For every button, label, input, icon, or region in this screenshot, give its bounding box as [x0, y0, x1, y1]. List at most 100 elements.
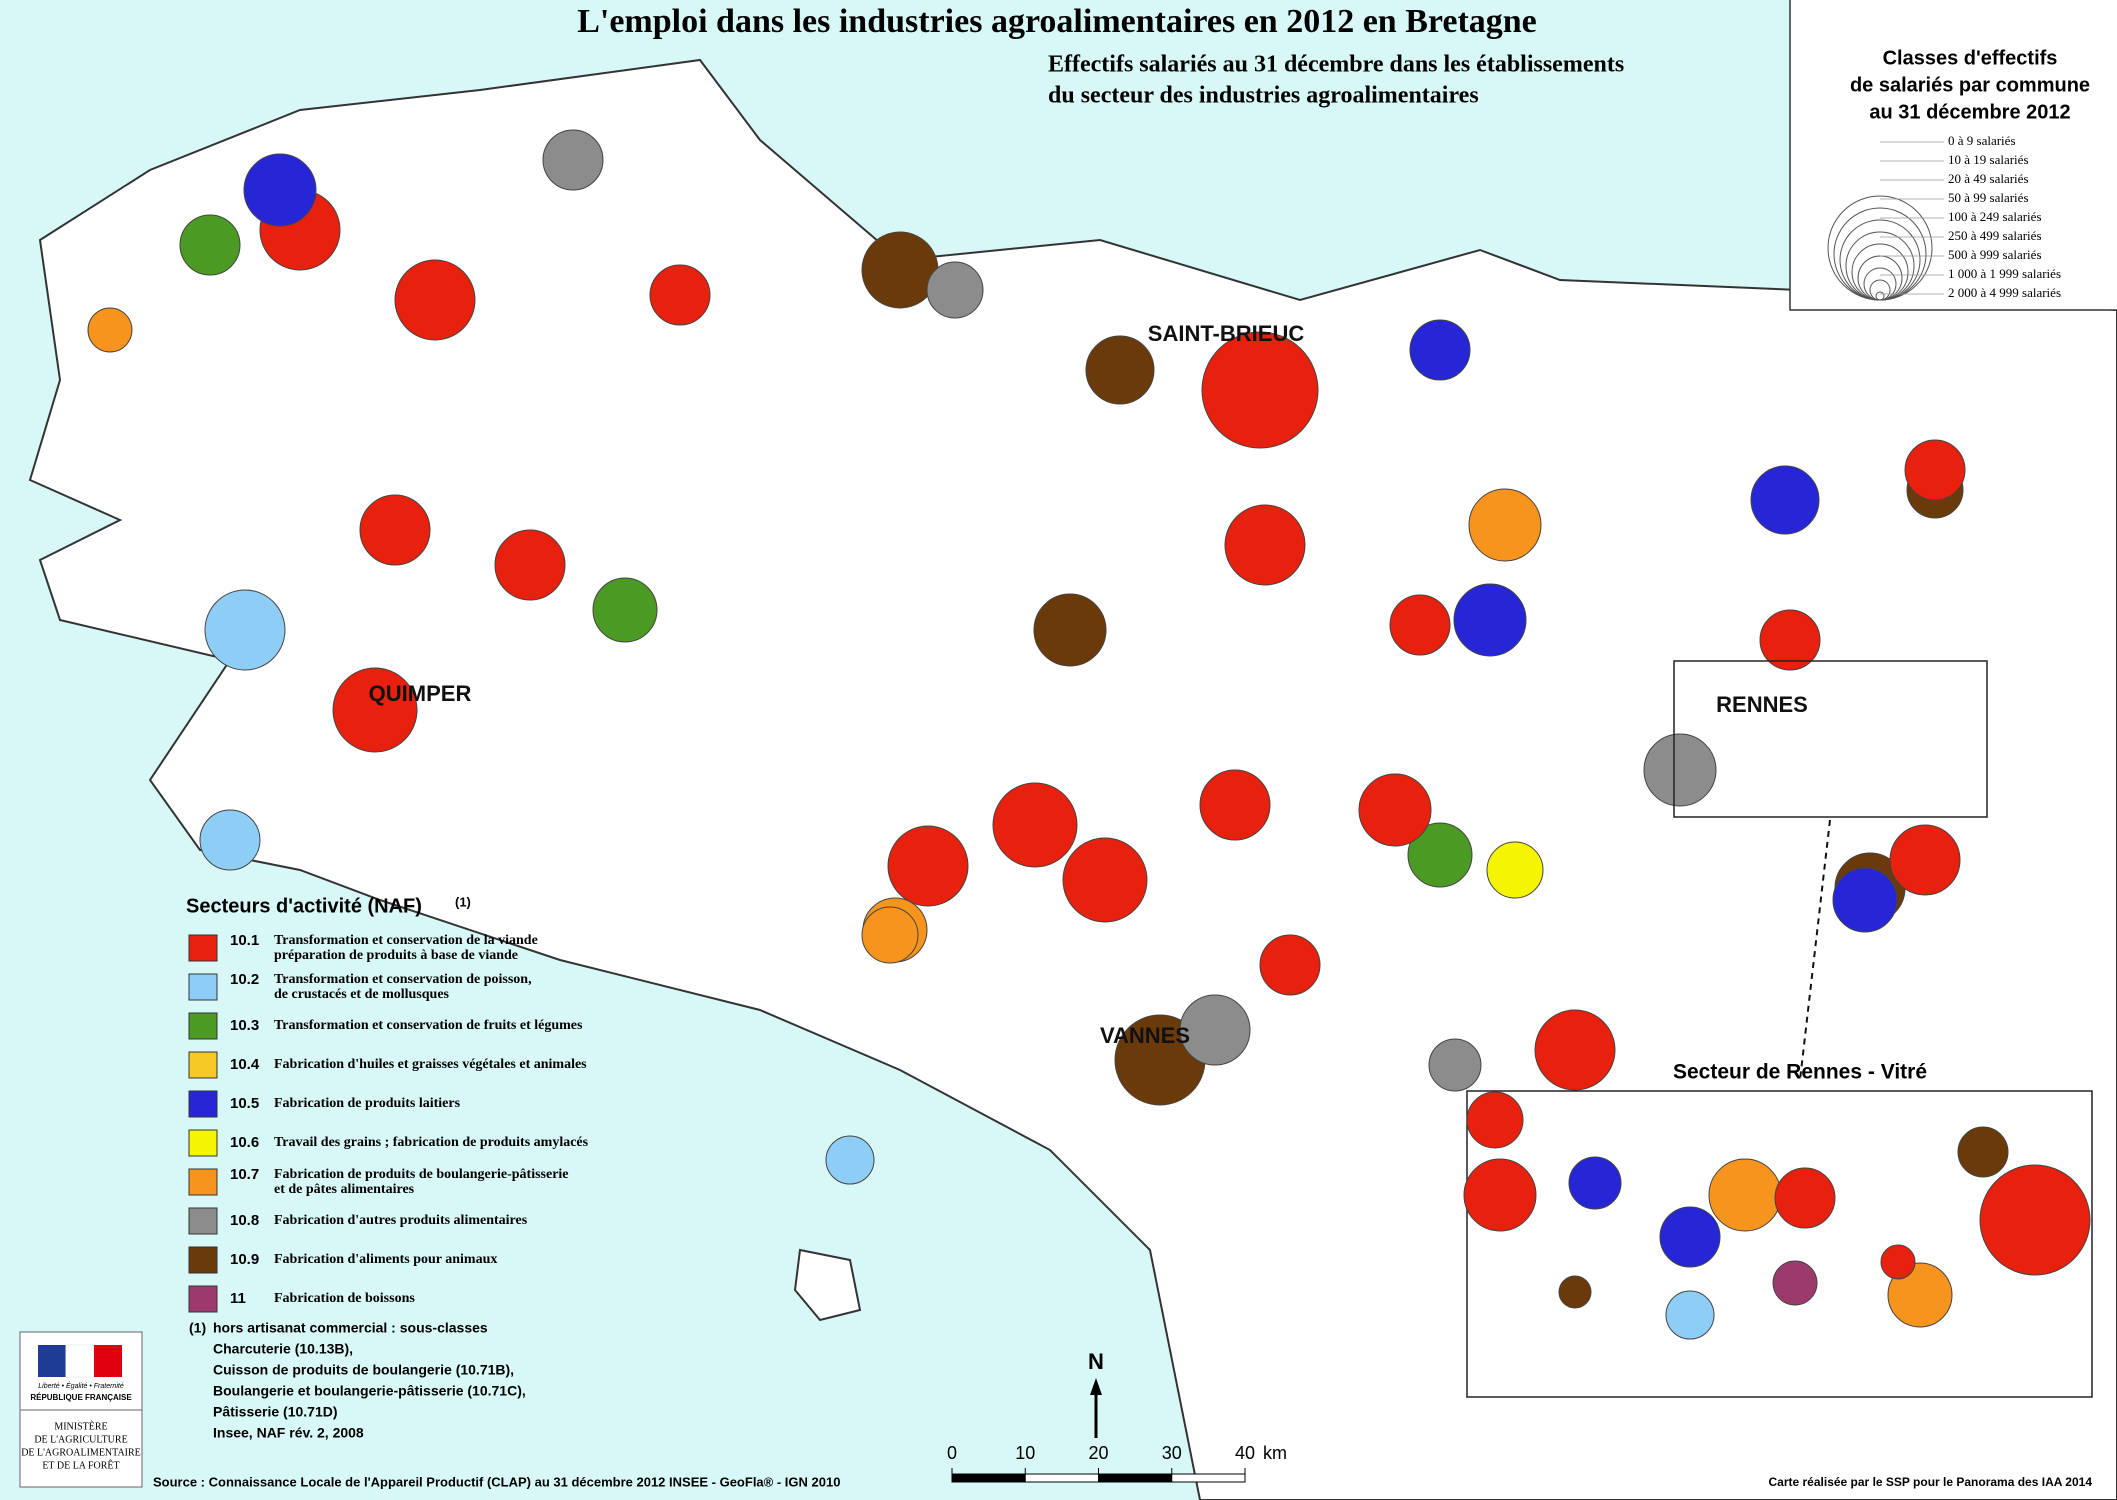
- symbol: [1358, 773, 1432, 847]
- symbol: [1468, 488, 1542, 562]
- footnote-line: Insee, NAF rév. 2, 2008: [213, 1425, 364, 1441]
- size-circle: [1875, 291, 1885, 301]
- sector-label: Fabrication d'autres produits alimentair…: [274, 1213, 528, 1228]
- sector-label: Fabrication de produits laitiers: [274, 1096, 461, 1111]
- inset-frame-marker: [1673, 660, 1988, 818]
- symbol: [1558, 1275, 1592, 1309]
- sector-swatch: [188, 1012, 218, 1040]
- size-class-label: 0 à 9 salariés: [1948, 133, 2016, 148]
- source: Source : Connaissance Locale de l'Appare…: [153, 1474, 840, 1489]
- sector-code: 10.8: [230, 1212, 259, 1229]
- sector-label: Fabrication de boissons: [274, 1291, 415, 1306]
- footnote-line: Charcuterie (10.13B),: [213, 1341, 353, 1357]
- footnote-line: Boulangerie et boulangerie-pâtisserie (1…: [213, 1383, 526, 1399]
- size-class-label: 500 à 999 salariés: [1948, 247, 2042, 262]
- symbol: [1463, 1158, 1537, 1232]
- symbol: [1904, 439, 1966, 501]
- city-label: VANNES: [1100, 1023, 1190, 1048]
- size-class-label: 10 à 19 salariés: [1948, 152, 2029, 167]
- footnote-line: Cuisson de produits de boulangerie (10.7…: [213, 1362, 514, 1378]
- size-legend-title: Classes d'effectifs: [1883, 47, 2058, 69]
- scale-label: 0: [947, 1443, 957, 1463]
- scale-label: 10: [1015, 1443, 1035, 1463]
- sector-swatch: [188, 1129, 218, 1157]
- scale-segment: [1024, 1473, 1099, 1483]
- sector-label: préparation de produits à base de viande: [274, 948, 518, 963]
- city-label: RENNES: [1716, 692, 1808, 717]
- title: L'emploi dans les industries agroaliment…: [577, 3, 1537, 40]
- symbol: [861, 231, 939, 309]
- size-class-label: 250 à 499 salariés: [1948, 228, 2042, 243]
- symbol: [825, 1135, 875, 1185]
- size-class-label: 20 à 49 salariés: [1948, 171, 2029, 186]
- commune-symbols: [87, 129, 1966, 1185]
- symbol: [1409, 319, 1471, 381]
- logo-flag: [38, 1345, 66, 1377]
- footnote-line: Pâtisserie (10.71D): [213, 1404, 338, 1420]
- city-label: SAINT-BRIEUC: [1148, 321, 1305, 346]
- symbol: [992, 782, 1078, 868]
- symbol: [1534, 1009, 1616, 1091]
- size-legend-box: [1789, 0, 2117, 311]
- symbol: [1643, 733, 1717, 807]
- sector-label: Fabrication d'aliments pour animaux: [274, 1252, 497, 1267]
- scale-label: 20: [1088, 1443, 1108, 1463]
- symbol: [1759, 609, 1821, 671]
- symbol: [1199, 769, 1271, 841]
- symbol: [1224, 504, 1306, 586]
- symbol: [1259, 934, 1321, 996]
- sector-label: Transformation et conservation de fruits…: [274, 1018, 583, 1033]
- symbol: [332, 667, 418, 753]
- footnote-marker: (1): [189, 1320, 206, 1336]
- island: [793, 1248, 862, 1322]
- sector-swatch: [188, 1051, 218, 1079]
- credit: Carte réalisée par le SSP pour le Panora…: [1769, 1475, 2093, 1489]
- sector-code: 10.2: [230, 971, 259, 988]
- symbol: [1466, 1091, 1524, 1149]
- size-legend-title: de salariés par commune: [1850, 74, 2090, 96]
- symbol: [359, 494, 431, 566]
- ministry: MINISTÈRE: [54, 1420, 107, 1432]
- scale-unit: km: [1263, 1443, 1287, 1463]
- symbol: [1179, 994, 1251, 1066]
- symbol: [1708, 1158, 1782, 1232]
- symbol: [1774, 1167, 1836, 1229]
- scale-segment: [951, 1473, 1026, 1483]
- ministry: DE L'AGROALIMENTAIRE: [21, 1447, 141, 1458]
- sector-code: 10.3: [230, 1017, 259, 1034]
- symbol: [1750, 465, 1820, 535]
- sector-swatch: [188, 1207, 218, 1235]
- sector-swatch: [188, 934, 218, 962]
- symbol: [1568, 1156, 1622, 1210]
- sector-swatch: [188, 1246, 218, 1274]
- symbol: [87, 307, 133, 353]
- symbol: [1033, 593, 1107, 667]
- sector-swatch: [188, 1285, 218, 1313]
- subtitle: du secteur des industries agroalimentair…: [1048, 83, 1479, 109]
- symbol: [199, 809, 261, 871]
- scale-label: 40: [1235, 1443, 1255, 1463]
- sector-swatch: [188, 1090, 218, 1118]
- scale-segment: [1098, 1473, 1173, 1483]
- symbol: [592, 577, 658, 643]
- sector-legend-title: Secteurs d'activité (NAF): [186, 895, 422, 917]
- sector-code: 10.1: [230, 932, 259, 949]
- city-label: QUIMPER: [369, 681, 472, 706]
- symbol: [542, 129, 604, 191]
- symbol: [1957, 1126, 2009, 1178]
- sector-legend: 10.1 Transformation et conservation de la…: [188, 932, 589, 1313]
- logo-flag: [94, 1345, 122, 1377]
- sector-label: Fabrication de produits de boulangerie-p…: [274, 1167, 569, 1182]
- symbol: [1062, 837, 1148, 923]
- sector-code: 10.5: [230, 1095, 259, 1112]
- symbol: [1085, 335, 1155, 405]
- sector-code: 10.4: [230, 1056, 260, 1073]
- symbol: [1453, 583, 1527, 657]
- subtitle: Effectifs salariés au 31 décembre dans l…: [1048, 52, 1624, 78]
- symbol: [926, 261, 984, 319]
- symbol: [1486, 841, 1544, 899]
- sector-code: 10.6: [230, 1134, 259, 1151]
- footnote: hors artisanat commercial : sous-classes…: [213, 1320, 526, 1441]
